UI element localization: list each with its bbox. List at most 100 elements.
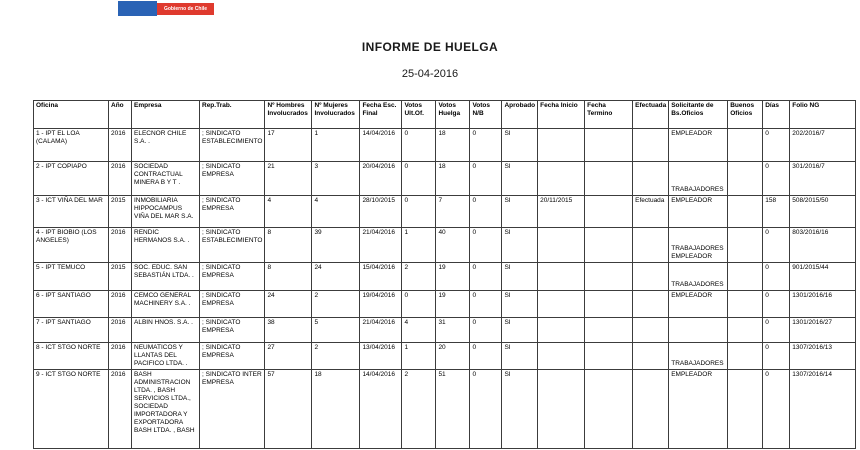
table-cell: SI xyxy=(501,342,539,370)
table-cell: SI xyxy=(501,317,539,343)
table-cell: ; SINDICATO EMPRESA xyxy=(198,195,266,228)
table-cell: 0 xyxy=(762,317,791,343)
table-cell: 3 - ICT VIÑA DEL MAR xyxy=(33,195,109,228)
table-cell xyxy=(537,128,586,162)
table-cell: 2 xyxy=(401,369,437,449)
table-cell: 0 xyxy=(401,128,437,162)
table-cell xyxy=(584,290,634,318)
table-cell: 9 - ICT STGO NORTE xyxy=(33,369,109,449)
table-cell xyxy=(632,369,670,449)
table-cell: 14/04/2016 xyxy=(359,128,403,162)
table-row: 1 - IPT EL LOA (CALAMA) 2016 ELECNOR CHILE… xyxy=(33,128,857,162)
column-header: Fecha Termino xyxy=(584,100,634,129)
column-header: Aprobado xyxy=(501,100,539,129)
table-row: 6 - IPT SANTIAGO 2016 CEMCO GENERAL MACHIN… xyxy=(33,290,857,318)
column-header: Buenos Oficios xyxy=(727,100,764,129)
report-title: INFORME DE HUELGA xyxy=(361,40,499,54)
table-cell: 19/04/2016 xyxy=(359,290,403,318)
table-cell: 0 xyxy=(762,262,791,291)
table-cell: RENDIC HERMANOS S.A. . xyxy=(131,227,200,263)
column-header: Oficina xyxy=(33,100,109,129)
table-cell: 7 - IPT SANTIAGO xyxy=(33,317,109,343)
column-header: Votos N/B xyxy=(469,100,503,129)
table-cell xyxy=(537,342,586,370)
table-cell: 51 xyxy=(435,369,471,449)
table-cell: 14/04/2016 xyxy=(359,369,403,449)
table-cell: TRABAJADORES xyxy=(668,262,729,291)
table-cell: 2015 xyxy=(108,262,132,291)
table-cell: 39 xyxy=(311,227,361,263)
table-cell: 0 xyxy=(401,290,437,318)
table-cell xyxy=(584,195,634,228)
table-cell: SI xyxy=(501,161,539,196)
table-cell: 0 xyxy=(469,227,503,263)
table-cell xyxy=(727,290,764,318)
gobierno-de-chile-logo: Gobierno de Chile xyxy=(118,1,214,16)
table-cell xyxy=(632,128,670,162)
table-cell: 24 xyxy=(311,262,361,291)
table-cell: TRABAJADORES EMPLEADOR xyxy=(668,227,729,263)
table-header-row: Oficina Año Empresa Rep.Trab. Nº Hombres Inv… xyxy=(33,100,857,129)
table-cell: 0 xyxy=(469,161,503,196)
report-date: 25-04-2016 xyxy=(401,68,459,80)
table-cell: 901/2015/44 xyxy=(789,262,857,291)
table-cell xyxy=(668,317,729,343)
table-cell xyxy=(584,317,634,343)
table-cell: 5 xyxy=(311,317,361,343)
table-row: 3 - ICT VIÑA DEL MAR 2015 INMOBILIARIA HIP… xyxy=(33,195,857,228)
table-cell xyxy=(727,342,764,370)
table-cell: 21/04/2016 xyxy=(359,317,403,343)
column-header: Efectuada xyxy=(632,100,670,129)
table-cell: CEMCO GENERAL MACHINERY S.A. . xyxy=(131,290,200,318)
table-cell: 15/04/2016 xyxy=(359,262,403,291)
table-cell: 21/04/2016 xyxy=(359,227,403,263)
table-cell xyxy=(632,317,670,343)
column-header: Año xyxy=(108,100,132,129)
table-cell: SI xyxy=(501,128,539,162)
table-cell: 2 xyxy=(401,262,437,291)
table-cell: Efectuada xyxy=(632,195,670,228)
table-cell xyxy=(632,227,670,263)
table-cell xyxy=(537,227,586,263)
table-cell: 1307/2016/14 xyxy=(789,369,857,449)
table-cell: 21 xyxy=(264,161,313,196)
table-cell xyxy=(584,342,634,370)
table-cell: ; SINDICATO EMPRESA xyxy=(198,262,266,291)
table-cell: 4 xyxy=(401,317,437,343)
table-cell: SI xyxy=(501,369,539,449)
column-header: Votos Huelga xyxy=(435,100,471,129)
logo-blue-block xyxy=(118,1,157,16)
table-cell xyxy=(632,290,670,318)
column-header: Votos Ult.Of. xyxy=(401,100,437,129)
table-cell: BASH ADMINISTRACION LTDA. , BASH SERVICI… xyxy=(131,369,200,449)
table-cell: 3 xyxy=(311,161,361,196)
table-cell: 2 xyxy=(311,290,361,318)
table-cell: 0 xyxy=(401,195,437,228)
column-header: Nº Hombres Involucrados xyxy=(264,100,313,129)
table-cell: 0 xyxy=(469,195,503,228)
table-cell: ; SINDICATO EMPRESA xyxy=(198,290,266,318)
column-header: Días xyxy=(762,100,791,129)
table-cell: ; SINDICATO EMPRESA xyxy=(198,161,266,196)
table-cell: ELECNOR CHILE S.A. . xyxy=(131,128,200,162)
table-cell: 20 xyxy=(435,342,471,370)
table-cell: 0 xyxy=(762,161,791,196)
column-header: Fecha Esc. Final xyxy=(359,100,403,129)
table-cell: 2016 xyxy=(108,161,132,196)
table-cell: 5 - IPT TEMUCO xyxy=(33,262,109,291)
table-cell xyxy=(727,369,764,449)
table-cell: 6 - IPT SANTIAGO xyxy=(33,290,109,318)
column-header: Rep.Trab. xyxy=(198,100,266,129)
table-cell: 0 xyxy=(469,290,503,318)
table-cell xyxy=(727,161,764,196)
table-cell xyxy=(584,227,634,263)
table-cell xyxy=(632,262,670,291)
table-cell: 27 xyxy=(264,342,313,370)
table-cell: 19 xyxy=(435,290,471,318)
table-cell: 1301/2016/27 xyxy=(789,317,857,343)
table-cell: EMPLEADOR xyxy=(668,369,729,449)
table-cell: 2016 xyxy=(108,227,132,263)
table-cell: 24 xyxy=(264,290,313,318)
table-cell: 158 xyxy=(762,195,791,228)
